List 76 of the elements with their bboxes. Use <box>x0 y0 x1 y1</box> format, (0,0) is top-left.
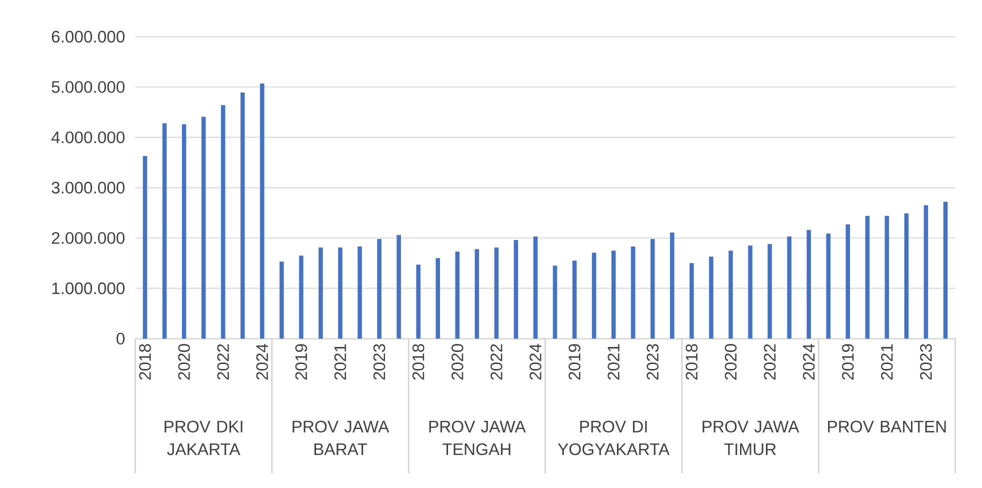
bar <box>709 256 714 339</box>
bar <box>299 256 304 339</box>
x-tick-label: 2022 <box>217 344 230 380</box>
bar <box>494 248 499 339</box>
x-tick-label: 2019 <box>295 344 308 380</box>
text: PROV DI YOGYAKARTA <box>558 420 670 456</box>
bar <box>377 238 382 339</box>
bar <box>220 105 226 339</box>
x-tick-label: 2021 <box>881 344 893 380</box>
bar <box>748 246 752 339</box>
y-tick-label: 5.000.000 <box>52 81 125 93</box>
bar <box>436 258 440 339</box>
bar <box>260 83 264 339</box>
x-tick-label: 2021 <box>334 344 346 380</box>
bar <box>630 246 636 339</box>
bar <box>728 250 733 339</box>
bar <box>572 260 577 339</box>
bar <box>884 216 890 339</box>
x-tick-label: 2019 <box>842 344 854 380</box>
x-tick-label: 2024 <box>256 344 268 380</box>
bar <box>826 233 830 339</box>
text: PROV JAWA TIMUR <box>702 420 800 456</box>
bar <box>846 224 850 339</box>
x-tick-label: 2023 <box>646 344 659 380</box>
x-tick-label: 2022 <box>764 344 776 380</box>
bar <box>943 202 948 339</box>
y-tick-label: 2.000.000 <box>52 232 125 244</box>
y-tick-label: 0 <box>116 332 125 345</box>
bar <box>396 234 401 339</box>
text: PROV JAWA TENGAH <box>429 420 526 456</box>
bar <box>611 250 616 339</box>
x-tick-label: 2024 <box>530 344 542 380</box>
bar <box>552 266 558 339</box>
bar <box>358 246 362 339</box>
x-tick-label: 2023 <box>920 344 932 380</box>
bar <box>338 248 342 339</box>
x-tick-label: 2020 <box>724 344 737 380</box>
bar <box>533 236 538 339</box>
y-tick-label: 4.000.000 <box>51 131 125 144</box>
bar <box>162 123 167 339</box>
y-tick-label: 3.000.000 <box>52 182 125 194</box>
bar <box>690 263 694 339</box>
bar <box>670 232 674 339</box>
bar <box>650 238 655 339</box>
bar <box>924 205 928 339</box>
bar <box>240 92 245 339</box>
x-tick-label: 2018 <box>139 344 151 380</box>
bar <box>514 240 518 339</box>
x-tick-label: 2018 <box>686 344 698 380</box>
x-tick-label: 2021 <box>608 344 620 380</box>
bar <box>474 249 480 339</box>
bar <box>416 264 420 339</box>
bar <box>318 248 323 339</box>
x-tick-label: 2024 <box>802 344 815 380</box>
bar <box>806 230 811 339</box>
bar <box>865 216 870 339</box>
bar <box>904 213 909 339</box>
y-tick-label: 6.000.000 <box>52 30 125 43</box>
x-tick-label: 2020 <box>451 344 464 380</box>
bar <box>182 124 186 339</box>
x-tick-label: 2019 <box>568 344 580 380</box>
bar <box>455 252 460 339</box>
x-tick-label: 2023 <box>373 344 386 380</box>
bar <box>201 116 206 339</box>
bar <box>787 236 792 339</box>
text: PROV JAWA BARAT <box>292 420 390 455</box>
text: PROV DKI JAKARTA <box>164 420 242 456</box>
bar <box>280 262 284 339</box>
bar <box>142 156 148 339</box>
text: PROV BANTEN <box>828 420 946 432</box>
x-tick-label: 2020 <box>178 344 190 380</box>
bar <box>592 252 596 339</box>
x-tick-label: 2018 <box>412 344 424 380</box>
y-tick-label: 1.000.000 <box>52 282 125 294</box>
bar <box>768 244 772 339</box>
x-tick-label: 2022 <box>490 344 502 380</box>
